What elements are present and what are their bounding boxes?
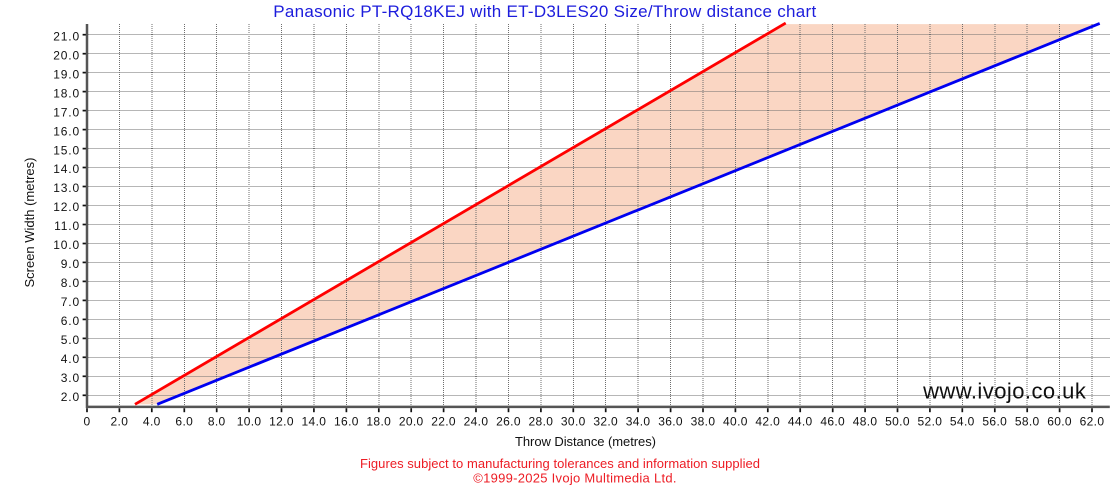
svg-text:48.0: 48.0: [853, 415, 878, 429]
svg-text:Throw Distance (metres): Throw Distance (metres): [515, 434, 656, 449]
svg-text:4.0: 4.0: [143, 415, 161, 429]
svg-text:13.0: 13.0: [53, 181, 80, 195]
svg-text:18.0: 18.0: [53, 86, 80, 100]
svg-text:22.0: 22.0: [431, 415, 456, 429]
svg-text:14.0: 14.0: [53, 162, 80, 176]
svg-text:34.0: 34.0: [626, 415, 651, 429]
svg-text:28.0: 28.0: [529, 415, 554, 429]
svg-text:6.0: 6.0: [61, 314, 80, 328]
svg-text:20.0: 20.0: [399, 415, 424, 429]
svg-text:17.0: 17.0: [53, 105, 80, 119]
svg-text:6.0: 6.0: [175, 415, 193, 429]
svg-text:44.0: 44.0: [788, 415, 813, 429]
svg-text:3.0: 3.0: [61, 371, 80, 385]
svg-text:8.0: 8.0: [208, 415, 226, 429]
svg-text:21.0: 21.0: [53, 29, 80, 43]
svg-text:19.0: 19.0: [53, 67, 80, 81]
svg-text:36.0: 36.0: [658, 415, 683, 429]
svg-text:16.0: 16.0: [53, 124, 80, 138]
svg-text:30.0: 30.0: [561, 415, 586, 429]
svg-text:56.0: 56.0: [982, 415, 1007, 429]
svg-text:32.0: 32.0: [593, 415, 618, 429]
svg-text:7.0: 7.0: [61, 295, 80, 309]
svg-text:Figures subject to manufacturi: Figures subject to manufacturing toleran…: [360, 456, 760, 471]
svg-text:18.0: 18.0: [366, 415, 391, 429]
svg-text:5.0: 5.0: [61, 333, 80, 347]
svg-text:15.0: 15.0: [53, 143, 80, 157]
svg-text:14.0: 14.0: [302, 415, 327, 429]
svg-text:9.0: 9.0: [61, 257, 80, 271]
svg-text:11.0: 11.0: [54, 219, 80, 233]
svg-text:8.0: 8.0: [61, 276, 80, 290]
svg-text:©1999-2025 Ivojo Multimedia Lt: ©1999-2025 Ivojo Multimedia Ltd.: [473, 471, 677, 486]
svg-text:26.0: 26.0: [496, 415, 521, 429]
svg-text:4.0: 4.0: [61, 352, 80, 366]
svg-text:12.0: 12.0: [269, 415, 294, 429]
svg-text:58.0: 58.0: [1015, 415, 1040, 429]
svg-text:40.0: 40.0: [723, 415, 748, 429]
svg-text:52.0: 52.0: [918, 415, 943, 429]
svg-text:60.0: 60.0: [1047, 415, 1072, 429]
svg-text:50.0: 50.0: [885, 415, 910, 429]
svg-text:16.0: 16.0: [334, 415, 359, 429]
svg-text:0: 0: [83, 415, 90, 429]
svg-text:24.0: 24.0: [464, 415, 489, 429]
svg-text:38.0: 38.0: [691, 415, 716, 429]
svg-text:2.0: 2.0: [111, 415, 129, 429]
svg-text:2.0: 2.0: [61, 390, 80, 404]
svg-text:Panasonic PT-RQ18KEJ with ET-D: Panasonic PT-RQ18KEJ with ET-D3LES20 Siz…: [273, 2, 816, 21]
svg-text:62.0: 62.0: [1080, 415, 1105, 429]
svg-text:Screen Width (metres): Screen Width (metres): [22, 158, 37, 288]
svg-text:www.ivojo.co.uk: www.ivojo.co.uk: [922, 378, 1087, 403]
svg-text:46.0: 46.0: [820, 415, 845, 429]
svg-text:10.0: 10.0: [237, 415, 262, 429]
svg-text:54.0: 54.0: [950, 415, 975, 429]
svg-text:42.0: 42.0: [755, 415, 780, 429]
svg-text:20.0: 20.0: [53, 48, 80, 62]
svg-text:10.0: 10.0: [53, 238, 80, 252]
svg-text:12.0: 12.0: [53, 200, 80, 214]
